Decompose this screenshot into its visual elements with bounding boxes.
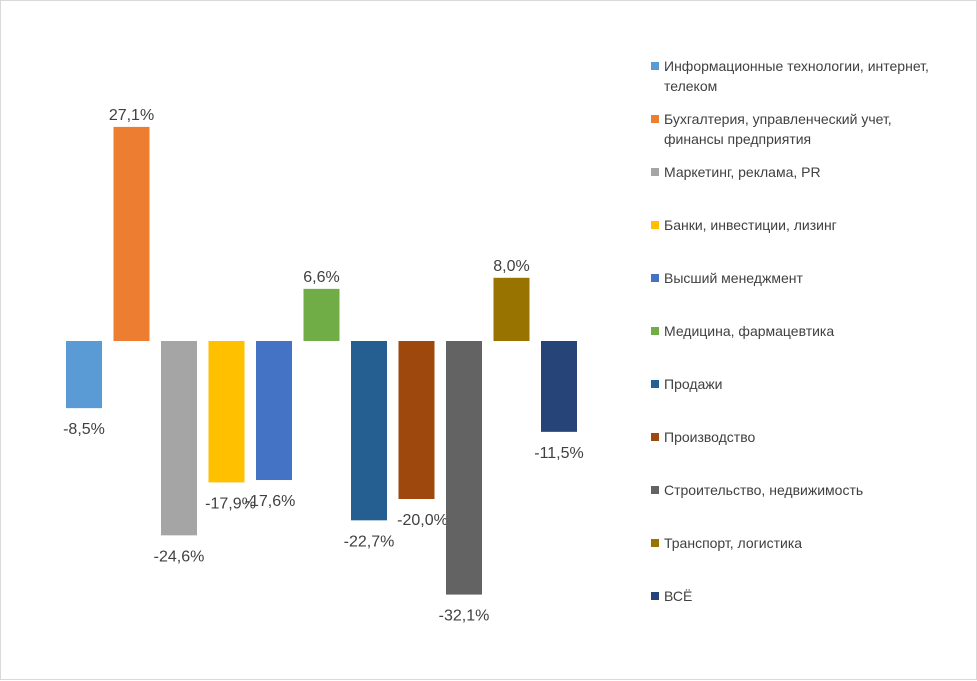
- legend-label: Строительство, недвижимость: [664, 482, 864, 498]
- legend-item-3: Маркетинг, реклама, PR: [651, 162, 971, 182]
- legend-label: Высший менеджмент: [664, 270, 803, 286]
- bar-3: [161, 341, 197, 536]
- data-label-11: -11,5%: [534, 445, 584, 462]
- legend-label: Маркетинг, реклама, PR: [664, 164, 821, 180]
- bar-5: [256, 341, 292, 481]
- legend-swatch: [651, 168, 659, 176]
- data-label-3: -24,6%: [154, 548, 205, 565]
- data-label-10: 8,0%: [493, 258, 529, 275]
- data-label-7: -22,7%: [344, 533, 395, 550]
- bar-1: [66, 341, 102, 409]
- legend-swatch: [651, 62, 659, 70]
- bar-2: [113, 126, 150, 341]
- legend-label: Бухгалтерия, управленческий учет, финансы…: [664, 111, 892, 147]
- data-label-1: -8,5%: [63, 421, 105, 438]
- legend-swatch: [651, 486, 659, 494]
- legend-swatch: [651, 433, 659, 441]
- bar-10: [493, 277, 530, 341]
- legend-label: Производство: [664, 429, 756, 445]
- bar-4: [208, 341, 245, 483]
- legend-label: Медицина, фармацевтика: [664, 323, 835, 339]
- legend-swatch: [651, 592, 659, 600]
- legend-item-7: Продажи: [651, 374, 971, 394]
- legend-swatch: [651, 221, 659, 229]
- data-label-9: -32,1%: [439, 608, 490, 625]
- legend-swatch: [651, 380, 659, 388]
- legend-item-9: Строительство, недвижимость: [651, 480, 971, 500]
- legend-swatch: [651, 274, 659, 282]
- legend-item-8: Производство: [651, 427, 971, 447]
- legend-item-1: Информационные технологии, интернет, теле…: [651, 56, 971, 96]
- legend-swatch: [651, 539, 659, 547]
- legend-label: ВСЁ: [664, 588, 693, 604]
- legend-item-4: Банки, инвестиции, лизинг: [651, 215, 971, 235]
- data-label-4: -17,9%: [205, 495, 256, 512]
- legend-item-11: ВСЁ: [651, 586, 971, 606]
- legend-label: Информационные технологии, интернет, теле…: [664, 58, 929, 94]
- legend-item-6: Медицина, фармацевтика: [651, 321, 971, 341]
- data-label-2: 27,1%: [109, 107, 154, 124]
- legend-swatch: [651, 115, 659, 123]
- bar-11: [541, 341, 577, 432]
- legend-item-10: Транспорт, логистика: [651, 533, 971, 553]
- data-label-5: -17,6%: [245, 493, 296, 510]
- legend-item-5: Высший менеджмент: [651, 268, 971, 288]
- bar-6: [303, 288, 340, 341]
- legend-label: Транспорт, логистика: [664, 535, 803, 551]
- data-label-6: 6,6%: [303, 269, 339, 286]
- bar-8: [398, 341, 435, 499]
- legend-label: Продажи: [664, 376, 723, 392]
- bar-7: [351, 341, 387, 521]
- legend-item-2: Бухгалтерия, управленческий учет, финансы…: [651, 109, 971, 149]
- bar-9: [446, 341, 482, 595]
- legend-label: Банки, инвестиции, лизинг: [664, 217, 837, 233]
- data-label-8: -20,0%: [397, 512, 448, 529]
- legend-swatch: [651, 327, 659, 335]
